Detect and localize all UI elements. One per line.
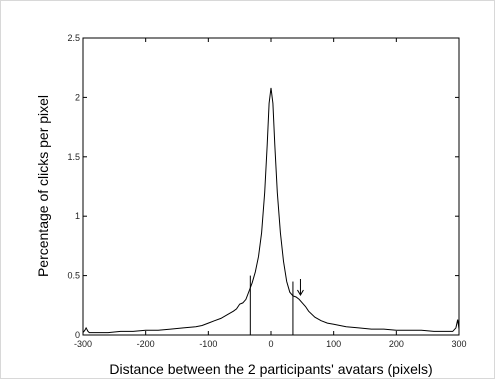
y-axis-label: Percentage of clicks per pixel	[35, 95, 51, 277]
series-line	[82, 87, 460, 334]
y-tick-label: 2	[75, 92, 80, 102]
x-axis-label: Distance between the 2 participants' ava…	[109, 361, 432, 377]
plot-area	[82, 37, 460, 336]
y-tick-label: 1	[75, 211, 80, 221]
y-axis: 0 0.5 1 1.5 2 2.5	[67, 33, 459, 340]
y-tick-label: 0	[75, 330, 80, 340]
y-tick-label: 2.5	[67, 33, 80, 43]
x-tick-label: 200	[389, 339, 404, 349]
y-tick-label: 1.5	[67, 152, 80, 162]
x-axis: -300 -200 -100 0 100 200 300	[74, 38, 467, 349]
arrow-head	[297, 289, 304, 296]
x-tick-label: -300	[74, 339, 92, 349]
x-tick-label: -200	[137, 339, 155, 349]
annotation-markers	[249, 275, 304, 335]
x-tick-label: 100	[326, 339, 341, 349]
x-tick-label: -100	[199, 339, 217, 349]
y-tick-label: 0.5	[67, 271, 80, 281]
x-tick-label: 0	[268, 339, 273, 349]
x-tick-label: 300	[451, 339, 466, 349]
